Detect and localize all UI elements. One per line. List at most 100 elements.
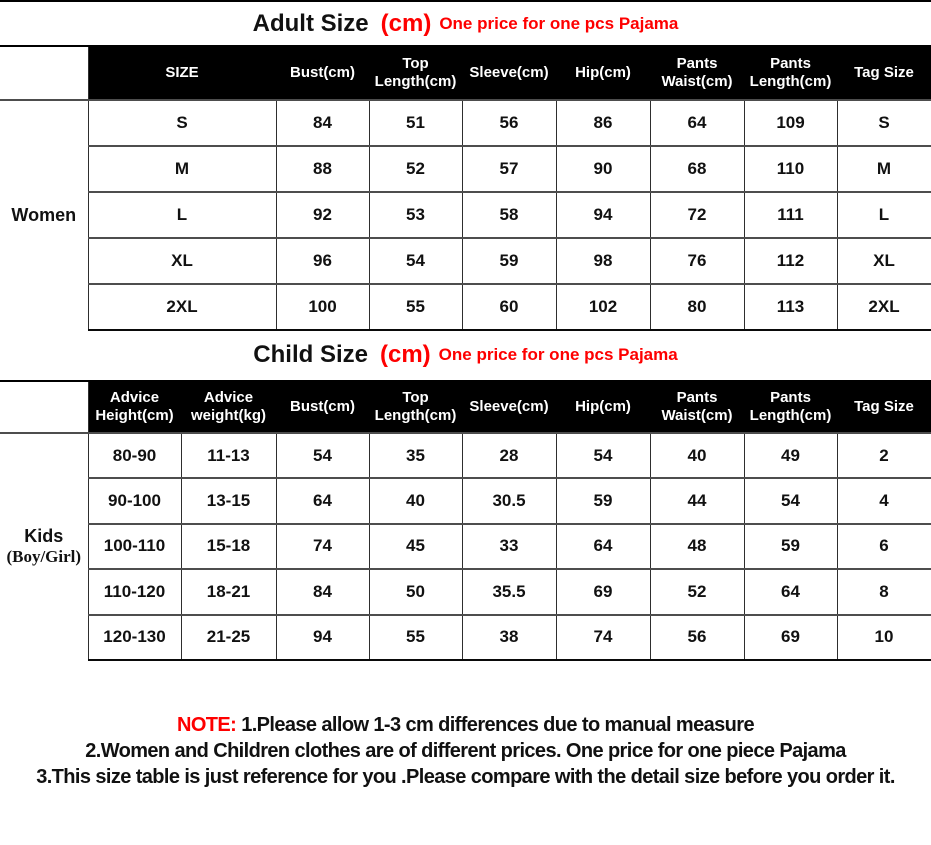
adult-table-cell: 88 xyxy=(275,145,370,192)
child-title-unit: (cm) xyxy=(379,340,431,368)
adult-size-table: SIZE Bust(cm) Top Length(cm) Sleeve(cm) Hip(… xyxy=(0,45,931,331)
adult-table-cell: 55 xyxy=(368,283,463,331)
adult-table-column-header: Tag Size xyxy=(836,45,931,101)
adult-table-cell: XL xyxy=(836,237,931,284)
adult-table-cell: 76 xyxy=(649,237,745,284)
adult-title: Adult Size (cm) One price for one pcs Pa… xyxy=(0,2,931,45)
adult-table-cell: 113 xyxy=(743,283,838,331)
child-table-cell: 10 xyxy=(836,613,931,661)
child-table-cell: 100-110 xyxy=(87,522,182,570)
adult-table-cell: 92 xyxy=(275,191,370,238)
adult-table-side-label: Women xyxy=(0,99,89,330)
adult-table-cell: 52 xyxy=(368,145,463,192)
child-table-cell: 64 xyxy=(275,477,370,524)
adult-table-column-header: Top Length(cm) xyxy=(368,45,463,101)
adult-table-cell: 111 xyxy=(743,191,838,238)
child-table-cell: 56 xyxy=(649,613,745,661)
adult-table-cell: XL xyxy=(87,237,277,284)
child-table-cell: 90-100 xyxy=(87,477,182,524)
child-table-cell: 11-13 xyxy=(180,431,277,479)
child-title: Child Size (cm) One price for one pcs Pa… xyxy=(0,329,931,380)
adult-title-note: One price for one pcs Pajama xyxy=(439,13,679,33)
adult-table-cell: 72 xyxy=(649,191,745,238)
child-table-side-label-text: (Boy/Girl) xyxy=(6,547,82,567)
note-line-3: 3.This size table is just reference for … xyxy=(36,766,895,788)
adult-table-cell: 51 xyxy=(368,99,463,146)
child-table-column-header: Advice weight(kg) xyxy=(180,380,277,434)
child-table-cell: 38 xyxy=(461,613,557,661)
child-table-cell: 69 xyxy=(743,613,838,661)
child-table-cell: 49 xyxy=(743,431,838,479)
adult-table-cell: L xyxy=(87,191,277,238)
child-table-column-header: Top Length(cm) xyxy=(368,380,463,434)
child-table-corner-cell xyxy=(0,380,89,434)
child-table-cell: 15-18 xyxy=(180,522,277,570)
adult-table-cell: 2XL xyxy=(87,283,277,331)
child-table-side-label: Kids (Boy/Girl) xyxy=(0,432,89,660)
child-table-cell: 52 xyxy=(649,568,745,615)
adult-table-cell: 53 xyxy=(368,191,463,238)
adult-table-cell: 84 xyxy=(275,99,370,146)
adult-table-corner-cell xyxy=(0,45,89,101)
child-table-cell: 8 xyxy=(836,568,931,615)
adult-table-column-header: Pants Length(cm) xyxy=(743,45,838,101)
child-table-cell: 35 xyxy=(368,431,463,479)
child-size-table: Advice Height(cm) Advice weight(kg) Bust(c… xyxy=(0,380,931,661)
child-table-cell: 54 xyxy=(743,477,838,524)
child-table-cell: 64 xyxy=(743,568,838,615)
adult-table-column-header: Hip(cm) xyxy=(555,45,651,101)
note-line-2: 2.Women and Children clothes are of diff… xyxy=(85,740,846,762)
adult-table-side-label-text: Women xyxy=(11,205,77,225)
child-table-cell: 4 xyxy=(836,477,931,524)
child-table-cell: 80-90 xyxy=(87,431,182,479)
child-table-cell: 13-15 xyxy=(180,477,277,524)
note-line-1: NOTE: 1.Please allow 1-3 cm differences … xyxy=(0,712,931,738)
child-table-side-label-text: Kids xyxy=(24,526,64,547)
child-table-cell: 28 xyxy=(461,431,557,479)
child-table-cell: 74 xyxy=(555,613,651,661)
top-divider xyxy=(0,0,931,2)
adult-table-cell: L xyxy=(836,191,931,238)
child-table-cell: 40 xyxy=(368,477,463,524)
child-table-column-header: Pants Length(cm) xyxy=(743,380,838,434)
child-table-cell: 21-25 xyxy=(180,613,277,661)
note-block: NOTE: 1.Please allow 1-3 cm differences … xyxy=(0,712,931,790)
adult-table-cell: 80 xyxy=(649,283,745,331)
adult-table-column-header: Sleeve(cm) xyxy=(461,45,557,101)
adult-table-cell: 64 xyxy=(649,99,745,146)
child-table-cell: 40 xyxy=(649,431,745,479)
adult-table-cell: 58 xyxy=(461,191,557,238)
child-table-cell: 64 xyxy=(555,522,651,570)
child-table-column-header: Hip(cm) xyxy=(555,380,651,434)
adult-table-cell: 110 xyxy=(743,145,838,192)
child-table-cell: 55 xyxy=(368,613,463,661)
child-table-cell: 74 xyxy=(275,522,370,570)
adult-title-unit: (cm) xyxy=(380,9,432,37)
adult-table-cell: 59 xyxy=(461,237,557,284)
child-title-note: One price for one pcs Pajama xyxy=(438,344,678,364)
child-table-cell: 59 xyxy=(743,522,838,570)
child-table-cell: 18-21 xyxy=(180,568,277,615)
child-table-cell: 54 xyxy=(275,431,370,479)
adult-table-cell: S xyxy=(836,99,931,146)
adult-table-cell: 109 xyxy=(743,99,838,146)
adult-table-cell: 100 xyxy=(275,283,370,331)
child-table-column-header: Advice Height(cm) xyxy=(87,380,182,434)
child-table-cell: 84 xyxy=(275,568,370,615)
adult-table-cell: 68 xyxy=(649,145,745,192)
child-table-cell: 33 xyxy=(461,522,557,570)
adult-table-cell: 60 xyxy=(461,283,557,331)
adult-table-cell: M xyxy=(836,145,931,192)
child-table-cell: 44 xyxy=(649,477,745,524)
adult-table-cell: 2XL xyxy=(836,283,931,331)
child-table-cell: 6 xyxy=(836,522,931,570)
child-table-column-header: Sleeve(cm) xyxy=(461,380,557,434)
child-table-cell: 2 xyxy=(836,431,931,479)
child-table-cell: 120-130 xyxy=(87,613,182,661)
adult-table-column-header: Pants Waist(cm) xyxy=(649,45,745,101)
child-table-cell: 48 xyxy=(649,522,745,570)
child-table-cell: 35.5 xyxy=(461,568,557,615)
child-table-cell: 69 xyxy=(555,568,651,615)
adult-table-cell: 57 xyxy=(461,145,557,192)
adult-table-cell: 56 xyxy=(461,99,557,146)
